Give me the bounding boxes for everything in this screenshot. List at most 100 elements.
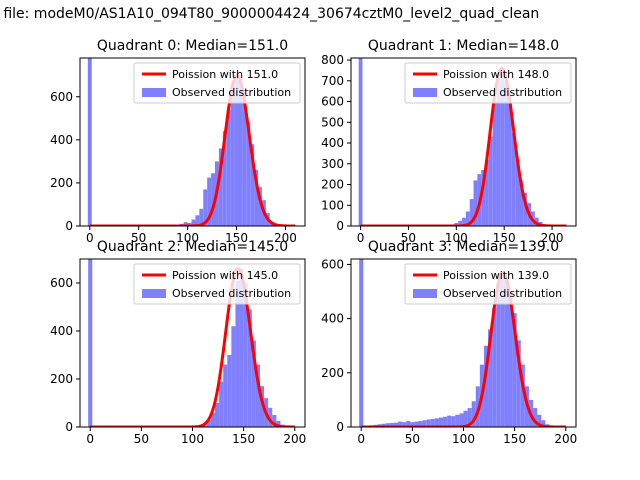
histogram-bar xyxy=(199,208,204,226)
histogram-bar xyxy=(430,418,435,427)
histogram-bar xyxy=(473,180,478,226)
histogram-bar xyxy=(260,386,265,427)
histogram-bar xyxy=(508,291,513,427)
y-tick-label: 800 xyxy=(321,53,344,67)
histogram-bar xyxy=(385,423,390,427)
legend: Poission with 139.0 Observed distribution xyxy=(404,263,572,305)
histogram-bar xyxy=(215,403,220,427)
histogram-bar xyxy=(398,421,403,427)
histogram-bar xyxy=(434,418,439,427)
histogram-bar xyxy=(469,199,474,226)
x-tick-label: 50 xyxy=(405,432,420,446)
legend-box xyxy=(404,62,572,104)
histogram-bar xyxy=(447,415,452,427)
histogram-bar xyxy=(467,408,472,427)
histogram-bar xyxy=(520,364,525,427)
histogram-bar xyxy=(207,177,212,226)
y-tick-label: 200 xyxy=(321,178,344,192)
histogram-bar xyxy=(515,159,520,226)
histogram-bar xyxy=(246,122,251,226)
legend-label-poisson: Poission with 145.0 xyxy=(172,269,278,282)
y-tick-label: 400 xyxy=(321,136,344,150)
legend: Poission with 151.0 Observed distribution xyxy=(133,62,301,104)
histogram-bar xyxy=(426,419,431,427)
histogram-bar xyxy=(519,180,524,226)
x-tick-label: 0 xyxy=(86,231,94,245)
histogram-bar xyxy=(537,414,542,427)
legend: Poission with 148.0 Observed distribution xyxy=(404,62,572,104)
histogram-bar xyxy=(254,170,259,226)
histogram-bar xyxy=(512,313,517,427)
histogram-bar xyxy=(268,407,273,427)
histogram-bar xyxy=(438,417,444,427)
histogram-bar xyxy=(533,408,538,427)
quadrant-3-panel: 0 50 100 150 200 0 200 400 600 Quadrant 3: Median… xyxy=(321,239,577,446)
outlier-bar xyxy=(87,58,92,226)
y-tick-label: 400 xyxy=(50,324,73,338)
histogram-bar xyxy=(231,326,236,427)
y-tick-label: 200 xyxy=(50,176,73,190)
histogram-bar xyxy=(471,401,476,427)
quadrant-title: Quadrant 1: Median=148.0 xyxy=(368,38,559,54)
x-tick-label: 150 xyxy=(493,231,516,245)
legend-box xyxy=(404,263,572,305)
quadrant-1-data xyxy=(358,58,567,226)
histogram-bar xyxy=(454,222,459,226)
histogram-bar xyxy=(508,103,512,226)
histogram-bar xyxy=(504,280,509,427)
histogram-bar xyxy=(211,173,215,226)
x-tick-label: 200 xyxy=(274,231,297,245)
histogram-bar xyxy=(492,307,497,427)
legend-label-poisson: Poission with 148.0 xyxy=(443,68,549,81)
histogram-bar xyxy=(219,381,224,427)
histogram-bar xyxy=(483,345,489,427)
legend-label-observed: Observed distribution xyxy=(172,86,291,99)
legend-label-poisson: Poission with 151.0 xyxy=(172,68,278,81)
histogram-bar xyxy=(488,136,493,226)
histogram-bar xyxy=(255,364,260,427)
histogram-bar xyxy=(239,268,244,427)
histogram-bar xyxy=(251,340,256,427)
histogram-bar xyxy=(516,340,521,427)
figure-title: n file: modeM0/AS1A10_094T80_9000004424_… xyxy=(0,6,540,22)
histogram-bar xyxy=(247,309,252,427)
histogram-bar xyxy=(230,86,235,226)
legend-label-poisson: Poission with 139.0 xyxy=(443,269,549,282)
outlier-bar xyxy=(88,259,93,427)
x-tick-label: 150 xyxy=(503,432,526,446)
histogram-bar xyxy=(488,329,493,427)
histogram-bar xyxy=(238,77,243,226)
histogram-bar xyxy=(250,144,255,226)
histogram-bar xyxy=(210,412,215,427)
legend-label-observed: Observed distribution xyxy=(443,86,562,99)
histogram-bar xyxy=(462,217,466,226)
histogram-bar xyxy=(406,421,411,427)
histogram-bar xyxy=(195,215,200,226)
x-tick-label: 0 xyxy=(357,432,365,446)
histogram-bar xyxy=(235,280,240,427)
x-tick-label: 200 xyxy=(541,231,564,245)
y-tick-label: 500 xyxy=(321,115,344,129)
x-tick-label: 50 xyxy=(134,432,149,446)
x-tick-label: 0 xyxy=(86,432,94,446)
y-tick-label: 100 xyxy=(321,198,344,212)
histogram-bar xyxy=(203,189,208,226)
legend-box xyxy=(133,62,301,104)
legend-label-observed: Observed distribution xyxy=(172,287,291,300)
y-tick-label: 700 xyxy=(321,74,344,88)
histogram-bar xyxy=(242,92,247,226)
histogram-bar xyxy=(258,187,262,226)
outlier-bar xyxy=(359,259,364,427)
x-tick-label: 150 xyxy=(232,432,255,446)
legend-patch-swatch xyxy=(142,88,166,97)
y-tick-label: 0 xyxy=(336,219,344,233)
histogram-bar xyxy=(496,78,501,226)
histogram-bar xyxy=(500,68,505,226)
axes-frame xyxy=(79,57,306,227)
histogram-bar xyxy=(410,422,415,427)
x-tick-label: 150 xyxy=(225,231,248,245)
histogram-bar xyxy=(504,80,509,226)
x-tick-label: 200 xyxy=(554,432,577,446)
legend: Poission with 145.0 Observed distribution xyxy=(133,263,301,305)
histogram-bar xyxy=(511,132,516,226)
